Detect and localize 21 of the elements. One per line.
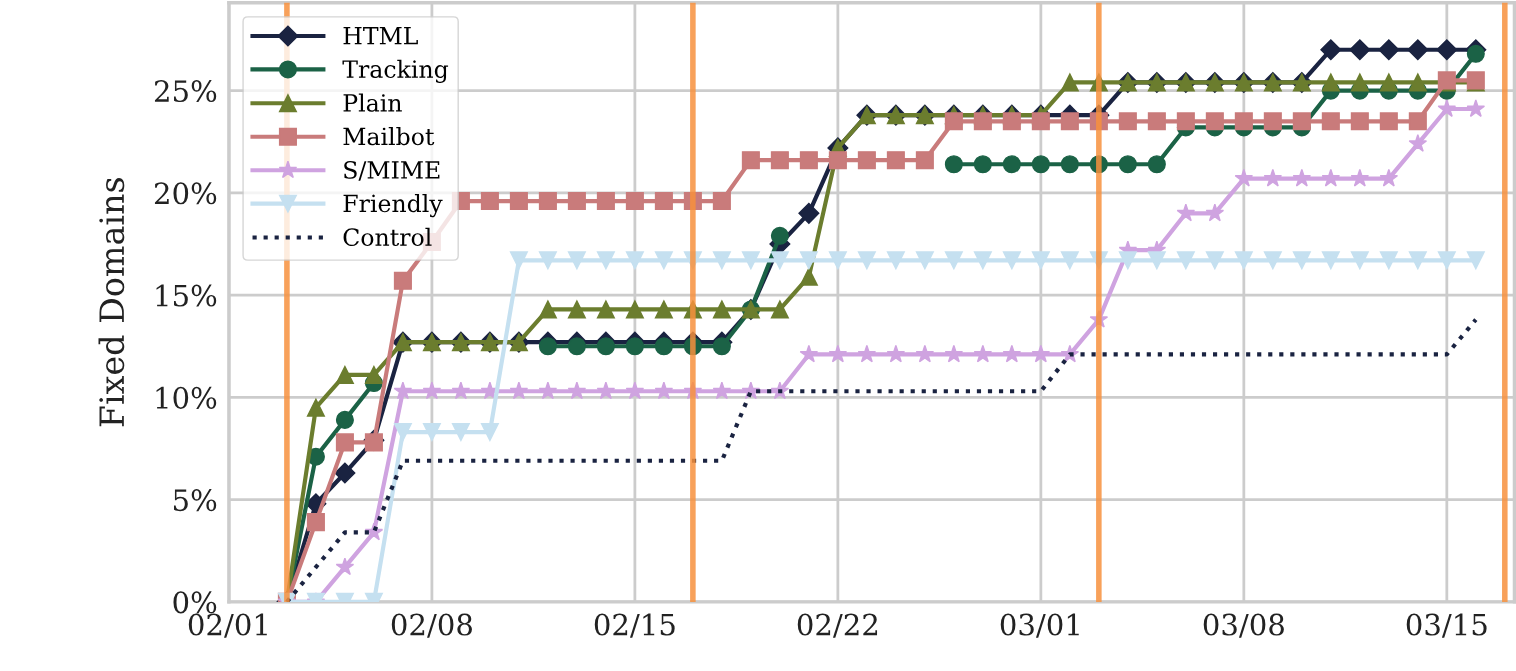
y-tick-label: 25%: [154, 80, 217, 103]
legend-label: S/MIME: [344, 160, 440, 181]
x-tick-label: 02/22: [797, 613, 878, 638]
x-tick-label: 02/15: [594, 613, 675, 638]
y-tick-label: 5%: [174, 489, 217, 512]
y-tick-label: 15%: [156, 284, 217, 307]
x-tick-label: 02/08: [391, 613, 472, 638]
y-tick-label: 20%: [154, 182, 217, 205]
y-tick-label: 10%: [156, 386, 217, 409]
legend-label: Control: [343, 227, 432, 247]
legend-label: Mailbot: [343, 127, 435, 146]
x-tick-label: 02/01: [188, 613, 267, 638]
y-axis-title: Fixed Domains: [98, 178, 125, 427]
x-tick-label: 03/15: [1406, 613, 1487, 638]
y-tick-label: 0%: [173, 591, 217, 614]
legend-label: Plain: [343, 93, 402, 112]
x-tick-label: 03/01: [1000, 613, 1079, 638]
legend-label: Friendly: [343, 194, 443, 218]
legend-label: Tracking: [342, 59, 449, 83]
x-tick-label: 03/08: [1203, 613, 1284, 638]
legend-label: HTML: [343, 27, 418, 45]
